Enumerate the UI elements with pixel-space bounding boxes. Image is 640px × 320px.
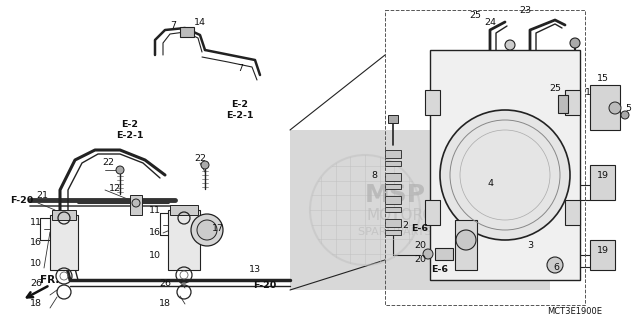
Text: 11: 11 — [149, 205, 161, 214]
Text: 20: 20 — [414, 241, 426, 250]
Text: SPARE PARTS: SPARE PARTS — [358, 227, 432, 237]
Text: 13: 13 — [249, 266, 261, 275]
Bar — [435, 248, 453, 260]
Text: F-20: F-20 — [253, 281, 276, 290]
Text: 12: 12 — [109, 183, 121, 193]
Text: 5: 5 — [625, 103, 631, 113]
Circle shape — [456, 230, 476, 250]
Bar — [385, 161, 401, 166]
Text: 2: 2 — [402, 220, 408, 229]
Circle shape — [191, 214, 223, 246]
Bar — [558, 95, 568, 113]
Bar — [425, 90, 440, 115]
Bar — [180, 27, 194, 37]
Text: 23: 23 — [519, 5, 531, 14]
Text: E-6: E-6 — [412, 223, 429, 233]
Polygon shape — [430, 50, 580, 280]
Text: 1: 1 — [585, 87, 591, 97]
Text: E-2
E-2-1: E-2 E-2-1 — [116, 120, 144, 140]
Circle shape — [570, 38, 580, 48]
Bar — [590, 240, 615, 270]
Bar — [385, 219, 401, 227]
Text: 17: 17 — [212, 223, 224, 233]
Text: 19: 19 — [597, 245, 609, 254]
Bar — [385, 230, 401, 235]
Text: FR.: FR. — [40, 275, 60, 285]
Text: 3: 3 — [527, 241, 533, 250]
Text: MOTORC: MOTORC — [367, 207, 433, 222]
Text: 22: 22 — [194, 154, 206, 163]
Text: 26: 26 — [159, 278, 171, 287]
Bar — [385, 150, 401, 158]
Bar — [455, 220, 477, 270]
Text: 21: 21 — [36, 190, 48, 199]
Bar — [565, 200, 580, 225]
Circle shape — [201, 161, 209, 169]
Text: 24: 24 — [484, 18, 496, 27]
Text: 11: 11 — [30, 218, 42, 227]
Bar — [170, 205, 198, 215]
Text: 25: 25 — [469, 11, 481, 20]
Circle shape — [423, 249, 433, 259]
Bar — [565, 90, 580, 115]
Bar — [425, 200, 440, 225]
Bar — [50, 215, 78, 270]
Text: MSP: MSP — [365, 183, 426, 207]
Circle shape — [197, 220, 217, 240]
Circle shape — [440, 110, 570, 240]
Text: 10: 10 — [149, 251, 161, 260]
Circle shape — [621, 111, 629, 119]
Bar — [590, 165, 615, 200]
Circle shape — [132, 199, 140, 207]
Text: 7: 7 — [170, 20, 176, 29]
Text: 20: 20 — [414, 255, 426, 265]
Circle shape — [505, 40, 515, 50]
Bar — [385, 10, 585, 305]
Circle shape — [609, 102, 621, 114]
Bar — [290, 130, 550, 290]
Text: 26: 26 — [30, 278, 42, 287]
Text: E-6: E-6 — [431, 266, 449, 275]
Bar — [130, 195, 142, 215]
Text: 16: 16 — [30, 237, 42, 246]
Text: 7: 7 — [237, 63, 243, 73]
Text: 19: 19 — [597, 171, 609, 180]
Text: 22: 22 — [102, 157, 114, 166]
Bar — [590, 85, 620, 130]
Text: 18: 18 — [30, 299, 42, 308]
Bar — [52, 210, 76, 220]
Bar — [385, 207, 401, 212]
Text: 15: 15 — [597, 74, 609, 83]
Text: 14: 14 — [194, 18, 206, 27]
Bar — [385, 196, 401, 204]
Text: 4: 4 — [487, 179, 493, 188]
Text: F-20: F-20 — [10, 196, 34, 204]
Text: 6: 6 — [553, 263, 559, 273]
Bar — [385, 173, 401, 181]
Bar — [388, 115, 398, 123]
Bar — [168, 210, 200, 270]
Text: MCT3E1900E: MCT3E1900E — [547, 308, 602, 316]
Circle shape — [547, 257, 563, 273]
Text: 25: 25 — [549, 84, 561, 92]
Text: 18: 18 — [159, 299, 171, 308]
Text: E-2
E-2-1: E-2 E-2-1 — [227, 100, 253, 120]
Text: 8: 8 — [371, 171, 377, 180]
Circle shape — [116, 166, 124, 174]
Bar — [385, 184, 401, 189]
Text: 16: 16 — [149, 228, 161, 236]
Text: 10: 10 — [30, 259, 42, 268]
